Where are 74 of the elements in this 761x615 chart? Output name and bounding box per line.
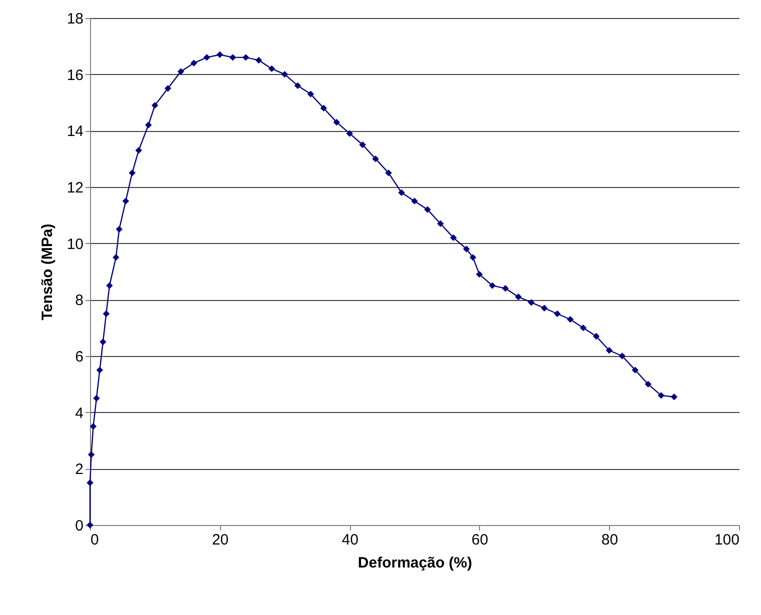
point: [385, 170, 392, 176]
point: [489, 282, 496, 289]
point: [294, 82, 302, 89]
point: [398, 189, 405, 196]
x-tick-label: 80: [601, 532, 618, 548]
x-tick-label: 100: [714, 532, 740, 548]
point: [540, 304, 548, 312]
point: [359, 141, 366, 148]
x-tick-label: 60: [472, 532, 488, 548]
point: [88, 451, 95, 458]
point: [116, 226, 123, 233]
point: [268, 65, 276, 72]
point: [450, 234, 457, 242]
point: [128, 170, 136, 176]
point: [333, 118, 340, 126]
point: [93, 394, 100, 402]
y-tick-label: 14: [66, 123, 84, 140]
y-tick-label: 18: [66, 10, 84, 28]
point: [320, 104, 327, 112]
point: [242, 54, 250, 61]
point: [106, 282, 113, 289]
x-axis-title: Deformação (%): [358, 554, 472, 572]
point: [112, 254, 120, 261]
y-tick-label: 0: [75, 518, 84, 534]
point: [102, 310, 110, 318]
y-tick-label: 12: [66, 180, 84, 196]
point: [164, 85, 172, 92]
point: [592, 332, 600, 340]
x-tick-label: 40: [342, 532, 358, 548]
point: [411, 198, 418, 204]
point: [618, 352, 626, 360]
point: [281, 70, 288, 78]
point: [463, 246, 470, 252]
x-tick-label: 0: [90, 532, 99, 548]
point: [606, 347, 613, 354]
y-tick-label: 6: [75, 348, 84, 366]
point: [514, 293, 522, 300]
point: [372, 155, 379, 162]
point: [346, 130, 353, 137]
y-tick-label: 4: [75, 404, 84, 422]
point: [670, 393, 678, 400]
y-tick-label: 2: [75, 461, 84, 478]
point: [644, 380, 652, 388]
point: [476, 270, 483, 278]
point: [632, 366, 639, 374]
y-tick-label: 16: [66, 66, 84, 84]
y-tick-label: 8: [75, 292, 84, 310]
point: [190, 60, 198, 66]
y-axis-title: Tensão (MPa): [38, 224, 56, 320]
point: [86, 479, 94, 486]
point: [122, 198, 130, 204]
y-tick-label: 10: [66, 236, 84, 253]
point: [502, 285, 509, 292]
point: [229, 54, 236, 61]
point: [255, 56, 262, 64]
point: [470, 254, 476, 261]
x-tick-label: 20: [212, 532, 229, 548]
point: [437, 220, 444, 227]
point: [216, 51, 224, 58]
point: [580, 324, 587, 332]
point: [424, 206, 431, 213]
point: [554, 310, 561, 318]
point: [145, 122, 152, 128]
point: [90, 423, 97, 430]
point: [203, 54, 210, 61]
point: [152, 102, 158, 109]
point: [100, 338, 106, 346]
point: [528, 299, 535, 306]
point: [307, 90, 314, 98]
point: [566, 316, 574, 323]
point: [96, 366, 104, 374]
point: [135, 147, 142, 154]
point: [178, 68, 184, 75]
point: [658, 392, 664, 399]
